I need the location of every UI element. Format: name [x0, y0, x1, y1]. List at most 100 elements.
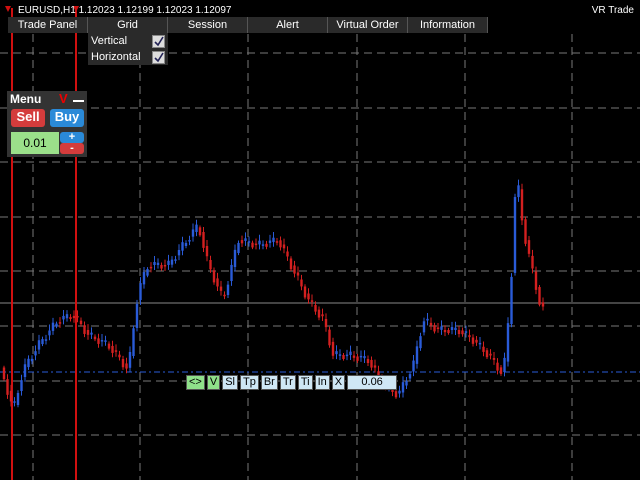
candle-body	[114, 350, 118, 352]
candle-body	[233, 249, 237, 267]
candle-body	[198, 227, 202, 236]
candle-body	[86, 330, 90, 335]
candle-body	[272, 237, 275, 243]
toolbar-button[interactable]: Ti	[297, 375, 313, 390]
toolbar-button[interactable]: Tp	[239, 375, 259, 390]
candle-body	[440, 326, 443, 330]
candle-body	[69, 317, 72, 320]
candle-body	[527, 240, 531, 254]
marker	[5, 6, 11, 12]
candle-body	[153, 262, 156, 265]
candle-body	[524, 219, 527, 244]
candle-body	[415, 346, 419, 364]
minimize[interactable]	[73, 100, 84, 102]
candle-body	[464, 331, 468, 333]
item-label: Horizontal	[91, 51, 141, 63]
candle-body	[307, 293, 310, 300]
candle-body	[107, 343, 111, 349]
candle-body	[118, 354, 121, 358]
menu-tab[interactable]: Grid	[88, 17, 168, 33]
candle-body	[132, 328, 135, 356]
candle-body	[324, 319, 328, 328]
toolbar-lot[interactable]: 0.06	[347, 375, 398, 390]
candle-body	[419, 336, 422, 349]
marker	[73, 6, 79, 12]
toolbar-button[interactable]: V	[206, 375, 221, 390]
candle-body	[450, 327, 454, 330]
candle-body	[496, 362, 499, 371]
candle-body	[310, 300, 314, 302]
candle-body	[223, 294, 226, 297]
toolbar-button[interactable]: Sl	[222, 375, 238, 390]
candle-body	[275, 241, 279, 243]
menu-tab[interactable]: Virtual Order	[328, 17, 408, 33]
checkbox[interactable]	[152, 51, 165, 64]
candle-body	[62, 315, 65, 320]
candle-body	[289, 258, 293, 270]
toolbar-button[interactable]: X	[331, 375, 346, 390]
candle-body	[391, 388, 394, 392]
candle-body	[9, 390, 13, 402]
toolbar-button[interactable]: In	[314, 375, 330, 390]
toolbar-button[interactable]: Br	[260, 375, 278, 390]
candle-body	[359, 355, 363, 358]
menu-bar: Trade Panel Grid Session Alert Virtual Order…	[8, 17, 488, 33]
lot-minus[interactable]: -	[60, 143, 84, 154]
candle-body	[314, 305, 317, 312]
candle-body	[363, 356, 366, 359]
menu-tab[interactable]: Alert	[248, 17, 328, 33]
candle-body	[23, 364, 27, 377]
menu-tab[interactable]: Session	[168, 17, 248, 33]
buy-button[interactable]: Buy	[50, 109, 84, 127]
candle-body	[335, 351, 338, 355]
candle-body	[426, 318, 429, 321]
grid-menu-item[interactable]: Horizontal	[88, 49, 168, 65]
candle-body	[65, 314, 69, 319]
candle-body	[429, 322, 433, 326]
lot-plus[interactable]: +	[60, 132, 84, 143]
candle-body	[293, 265, 296, 274]
candle-body	[534, 271, 538, 290]
candle-body	[370, 359, 373, 368]
candle-body	[139, 283, 142, 300]
grid-menu-item[interactable]: Vertical	[88, 33, 168, 49]
candle-body	[135, 303, 139, 328]
candle-body	[405, 381, 408, 386]
candle-body	[489, 353, 492, 356]
candle-body	[436, 327, 440, 329]
candle-body	[34, 351, 37, 356]
candle-body	[317, 309, 321, 318]
candle-body	[342, 355, 345, 359]
candle-body	[279, 240, 282, 248]
sell-button[interactable]: Sell	[11, 109, 45, 127]
panel-close[interactable]: V	[59, 91, 68, 106]
lot-field[interactable]: 0.01	[11, 132, 59, 154]
candle-body	[345, 354, 349, 357]
candle-body	[356, 356, 359, 361]
checkbox[interactable]	[152, 35, 165, 48]
candle-body	[205, 246, 209, 257]
candle-body	[163, 265, 167, 267]
candle-body	[202, 232, 205, 248]
candle-body	[184, 243, 188, 246]
candle-body	[142, 272, 146, 285]
candle-body	[485, 350, 489, 358]
candle-body	[51, 322, 55, 331]
toolbar-button[interactable]: <>	[186, 375, 205, 390]
menu-tab[interactable]: Trade Panel	[8, 17, 88, 33]
candle-body	[254, 243, 258, 246]
candle-body	[72, 315, 76, 319]
menu-tab[interactable]: Information	[408, 17, 488, 33]
candle-body	[499, 367, 503, 374]
candle-body	[531, 255, 534, 269]
toolbar-button[interactable]: Tr	[279, 375, 296, 390]
candle-body	[268, 240, 272, 243]
candle-body	[219, 286, 223, 291]
candle-body	[240, 240, 244, 244]
candle-body	[93, 336, 97, 340]
candle-body	[265, 243, 268, 247]
candle-body	[160, 265, 163, 269]
candle-body	[104, 340, 107, 342]
candle-body	[247, 241, 251, 243]
candle-body	[377, 371, 380, 376]
